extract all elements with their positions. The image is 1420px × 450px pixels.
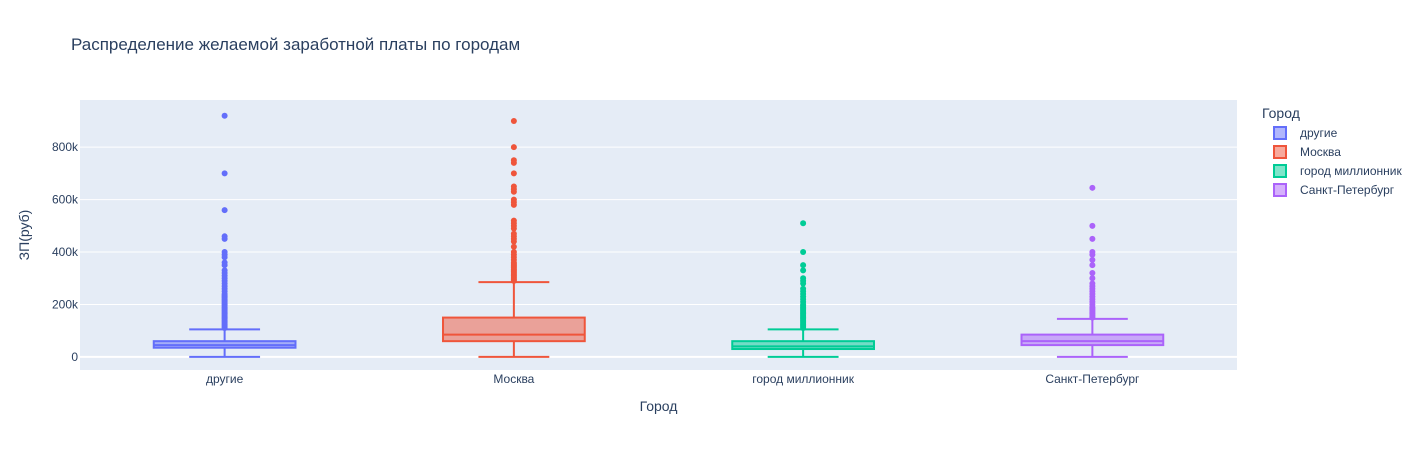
outlier-point [221,112,228,119]
outlier-point [510,183,517,190]
outlier-point [221,207,228,214]
x-tick-label: город миллионник [752,372,854,386]
y-tick-label: 600k [52,193,79,207]
legend-item[interactable]: город миллионник [1273,164,1402,178]
legend: Город другие Москва город миллионник Санкт-… [1262,105,1402,197]
outlier-point [1089,249,1096,256]
outlier-point [800,275,807,282]
legend-swatch [1273,145,1287,159]
legend-label: Москва [1300,145,1341,159]
outlier-point [510,117,517,124]
outlier-point [1089,222,1096,229]
box-series-group [152,112,1165,358]
legend-title: Город [1262,105,1300,121]
chart-title: Распределение желаемой заработной платы … [71,35,520,54]
y-tick-labels: 0 200k 400k 600k 800k [52,140,79,364]
outlier-point [800,267,807,274]
plot-background [80,100,1237,370]
outlier-point [221,259,228,266]
outlier-point [1089,256,1096,263]
x-tick-labels: другие Москва город миллионник Санкт-Петерб… [206,372,1140,386]
outlier-point [510,243,517,250]
legend-label: другие [1300,126,1338,140]
outlier-point [1089,235,1096,242]
legend-swatch [1273,126,1287,140]
outlier-point [800,249,807,256]
y-tick-label: 800k [52,140,79,154]
outlier-point [800,220,807,227]
outlier-point [510,157,517,164]
legend-swatch [1273,164,1287,178]
outlier-point [510,144,517,151]
box-iqr [442,316,586,343]
legend-item[interactable]: Санкт-Петербург [1273,183,1395,197]
x-tick-label: другие [206,372,244,386]
y-gridlines [80,146,1237,358]
outlier-point [1089,280,1096,287]
outlier-point [510,170,517,177]
outlier-point [221,249,228,256]
legend-label: Санкт-Петербург [1300,183,1395,197]
outlier-point [1089,270,1096,277]
box-iqr [1020,333,1165,347]
legend-item[interactable]: другие [1273,126,1338,140]
outlier-point [221,267,228,274]
outlier-point [221,170,228,177]
box-1 [152,112,297,358]
outlier-point [510,230,517,237]
outlier-point [1089,184,1096,191]
legend-label: город миллионник [1300,164,1402,178]
x-tick-label: Санкт-Петербург [1045,372,1140,386]
y-tick-label: 0 [71,350,78,364]
outlier-point [510,196,517,203]
box-4 [1020,184,1165,358]
outlier-point [1089,275,1096,282]
x-axis-label: Город [640,398,678,414]
box-3 [731,220,875,358]
legend-item[interactable]: Москва [1273,145,1341,159]
box-2 [442,117,586,358]
outlier-point [800,262,807,269]
y-axis-label: ЗП(руб) [16,210,32,261]
y-tick-label: 400k [52,245,79,259]
outlier-point [510,217,517,224]
box-iqr [731,340,875,351]
outlier-point [1089,262,1096,269]
outlier-point [800,285,807,292]
y-tick-label: 200k [52,297,79,311]
outlier-point [221,233,228,240]
outlier-point [510,249,517,256]
x-tick-label: Москва [493,372,534,386]
legend-swatch [1273,183,1287,197]
